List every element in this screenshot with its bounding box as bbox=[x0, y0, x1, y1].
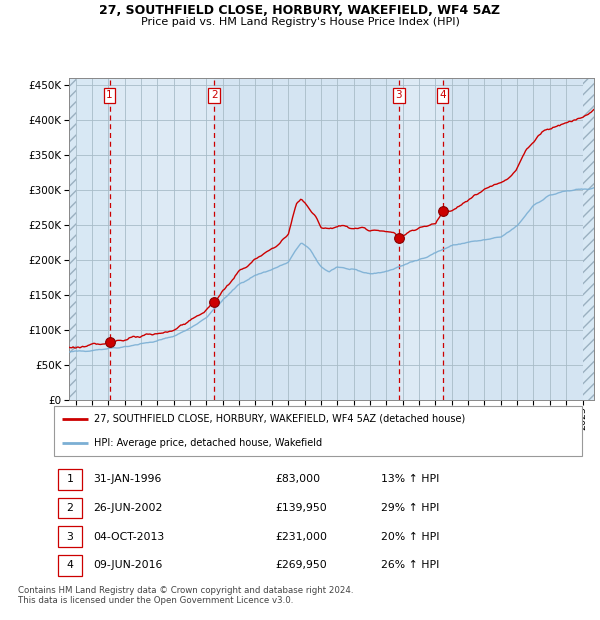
Text: £231,000: £231,000 bbox=[276, 532, 328, 542]
FancyBboxPatch shape bbox=[58, 526, 82, 547]
Text: £139,950: £139,950 bbox=[276, 503, 328, 513]
Text: 3: 3 bbox=[67, 532, 74, 542]
Text: 27, SOUTHFIELD CLOSE, HORBURY, WAKEFIELD, WF4 5AZ (detached house): 27, SOUTHFIELD CLOSE, HORBURY, WAKEFIELD… bbox=[94, 414, 465, 423]
Bar bbox=[110, 78, 214, 400]
FancyBboxPatch shape bbox=[54, 406, 582, 456]
FancyBboxPatch shape bbox=[58, 498, 82, 518]
Bar bbox=[69, 78, 76, 400]
Text: HPI: Average price, detached house, Wakefield: HPI: Average price, detached house, Wake… bbox=[94, 438, 322, 448]
Text: £269,950: £269,950 bbox=[276, 560, 328, 570]
FancyBboxPatch shape bbox=[58, 555, 82, 576]
Text: 4: 4 bbox=[67, 560, 74, 570]
Text: 26-JUN-2002: 26-JUN-2002 bbox=[94, 503, 163, 513]
Text: 20% ↑ HPI: 20% ↑ HPI bbox=[382, 532, 440, 542]
Bar bbox=[69, 78, 110, 400]
Text: 29% ↑ HPI: 29% ↑ HPI bbox=[382, 503, 440, 513]
Text: 26% ↑ HPI: 26% ↑ HPI bbox=[382, 560, 440, 570]
Text: £83,000: £83,000 bbox=[276, 474, 321, 484]
Text: 2: 2 bbox=[67, 503, 74, 513]
Text: Contains HM Land Registry data © Crown copyright and database right 2024.
This d: Contains HM Land Registry data © Crown c… bbox=[18, 586, 353, 605]
Text: 04-OCT-2013: 04-OCT-2013 bbox=[94, 532, 165, 542]
Text: 2: 2 bbox=[211, 91, 218, 100]
Bar bbox=[443, 78, 594, 400]
Text: 1: 1 bbox=[106, 91, 113, 100]
Bar bbox=[214, 78, 399, 400]
Text: 4: 4 bbox=[439, 91, 446, 100]
Text: 3: 3 bbox=[395, 91, 402, 100]
Bar bbox=[583, 78, 594, 400]
Text: 27, SOUTHFIELD CLOSE, HORBURY, WAKEFIELD, WF4 5AZ: 27, SOUTHFIELD CLOSE, HORBURY, WAKEFIELD… bbox=[100, 4, 500, 17]
Text: 13% ↑ HPI: 13% ↑ HPI bbox=[382, 474, 440, 484]
Text: 09-JUN-2016: 09-JUN-2016 bbox=[94, 560, 163, 570]
Text: 1: 1 bbox=[67, 474, 74, 484]
Text: 31-JAN-1996: 31-JAN-1996 bbox=[94, 474, 162, 484]
Text: Price paid vs. HM Land Registry's House Price Index (HPI): Price paid vs. HM Land Registry's House … bbox=[140, 17, 460, 27]
FancyBboxPatch shape bbox=[58, 469, 82, 490]
Bar bbox=[399, 78, 443, 400]
